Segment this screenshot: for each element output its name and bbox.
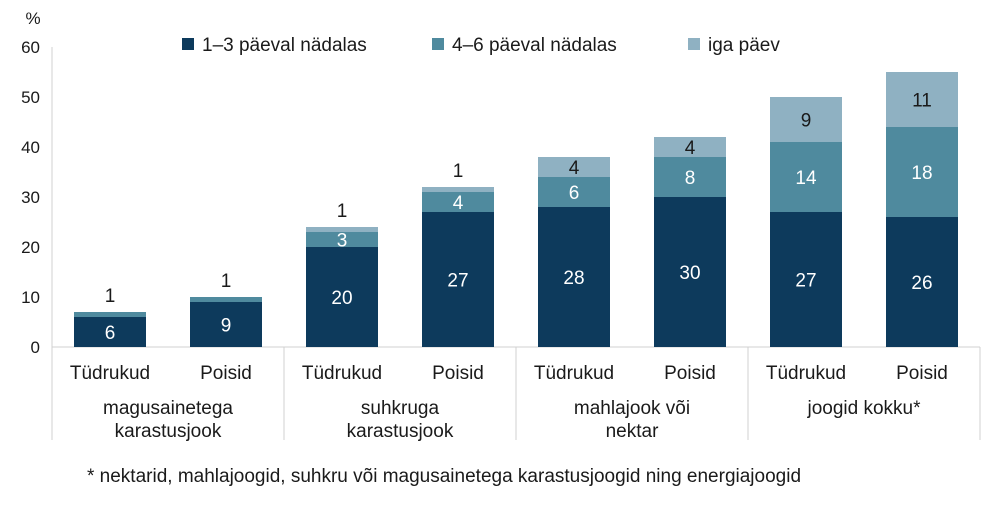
data-label: 30	[679, 263, 700, 284]
bar-segment	[886, 217, 958, 347]
bar-segment	[654, 137, 726, 157]
legend-label: 4–6 päeval nädalas	[452, 35, 617, 56]
legend-label: iga päev	[708, 35, 780, 56]
data-label: 6	[105, 323, 116, 344]
bar-segment	[190, 302, 262, 347]
bar-segment	[538, 177, 610, 207]
x-category-label: Poisid	[896, 363, 948, 384]
x-category-label: Tüdrukud	[766, 363, 846, 384]
bar-segment	[422, 212, 494, 347]
legend-swatch	[688, 38, 700, 50]
data-label: 1	[105, 286, 116, 307]
bar-segment	[770, 97, 842, 142]
data-label: 26	[911, 273, 932, 294]
x-group-label: karastusjook	[115, 421, 222, 442]
data-label: 11	[912, 91, 932, 112]
bar-segment	[306, 247, 378, 347]
bar-segment	[886, 127, 958, 217]
x-category-label: Poisid	[664, 363, 716, 384]
data-label: 4	[685, 138, 696, 159]
y-tick-label: 50	[21, 88, 40, 107]
data-label: 9	[221, 316, 232, 337]
bar-segment	[74, 312, 146, 317]
x-category-label: Poisid	[432, 363, 484, 384]
bar-segment	[654, 157, 726, 197]
bar-segment	[538, 207, 610, 347]
x-group-label: magusainetega	[103, 398, 233, 419]
y-tick-label: 60	[21, 38, 40, 57]
y-axis-unit: %	[25, 9, 40, 28]
data-label: 14	[795, 168, 817, 189]
bar-segment	[190, 297, 262, 302]
bar-segment	[422, 187, 494, 192]
legend-label: 1–3 päeval nädalas	[202, 35, 367, 56]
x-group-label: karastusjook	[347, 421, 454, 442]
data-label: 28	[563, 268, 584, 289]
bar-segment	[74, 317, 146, 347]
x-group-label: joogid kokku*	[806, 398, 921, 419]
footnote: * nektarid, mahlajoogid, suhkru või magu…	[87, 466, 802, 487]
legend-swatch	[432, 38, 444, 50]
data-label: 27	[447, 271, 468, 292]
data-label: 4	[569, 158, 580, 179]
x-category-label: Tüdrukud	[534, 363, 614, 384]
y-tick-label: 30	[21, 188, 40, 207]
data-label: 20	[331, 288, 352, 309]
bar-segment	[654, 197, 726, 347]
bar-segment	[886, 72, 958, 127]
x-group-label: nektar	[606, 421, 659, 442]
data-label: 3	[337, 231, 348, 252]
data-label: 9	[801, 111, 812, 132]
bar-segment	[770, 212, 842, 347]
x-category-label: Tüdrukud	[302, 363, 382, 384]
data-label: 18	[911, 163, 932, 184]
legend-swatch	[182, 38, 194, 50]
bar-segment	[306, 232, 378, 247]
data-label: 1	[221, 271, 232, 292]
data-label: 1	[453, 161, 464, 182]
x-group-label: mahlajook või	[574, 398, 690, 419]
bar-segment	[422, 192, 494, 212]
bar-segment	[770, 142, 842, 212]
y-tick-label: 10	[21, 288, 40, 307]
bar-segment	[306, 227, 378, 232]
data-label: 27	[795, 271, 816, 292]
x-category-label: Poisid	[200, 363, 252, 384]
bar-segment	[538, 157, 610, 177]
data-label: 8	[685, 168, 696, 189]
y-tick-label: 40	[21, 138, 40, 157]
y-tick-label: 20	[21, 238, 40, 257]
data-label: 6	[569, 183, 580, 204]
data-label: 4	[453, 193, 464, 214]
data-label: 1	[337, 201, 348, 222]
x-group-label: suhkruga	[361, 398, 440, 419]
y-tick-label: 0	[31, 338, 40, 357]
x-category-label: Tüdrukud	[70, 363, 150, 384]
